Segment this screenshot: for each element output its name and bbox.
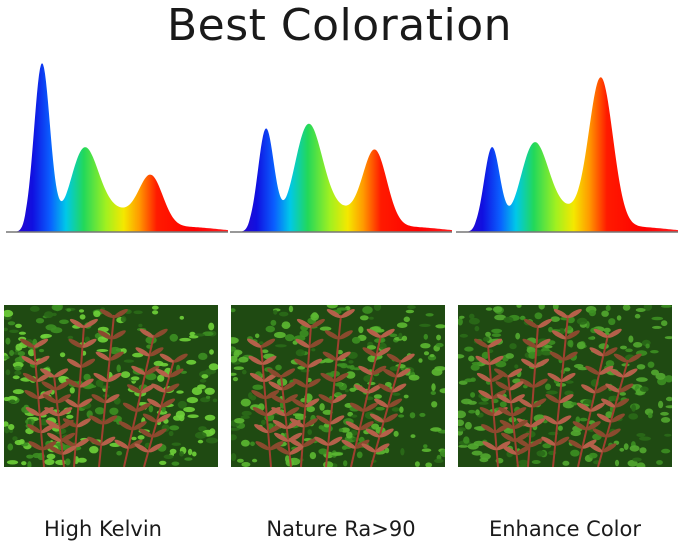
spectrum-nature [230,123,452,233]
caption-nature: Nature Ra>90 [266,517,416,541]
spectrum-enhance-color [456,77,678,233]
plant-photo-high-kelvin [4,305,218,467]
spectrum-high-kelvin [6,63,228,233]
plant-photo-enhance-color [458,305,672,467]
caption-enhance-color: Enhance Color [488,517,642,541]
spectrum-curve [6,63,228,232]
caption-high-kelvin: High Kelvin [44,517,162,541]
page-title: Best Coloration [166,0,513,51]
spectrum-curve [230,123,452,232]
spectrum-curve [456,77,678,232]
plant-photo-nature [231,305,445,467]
